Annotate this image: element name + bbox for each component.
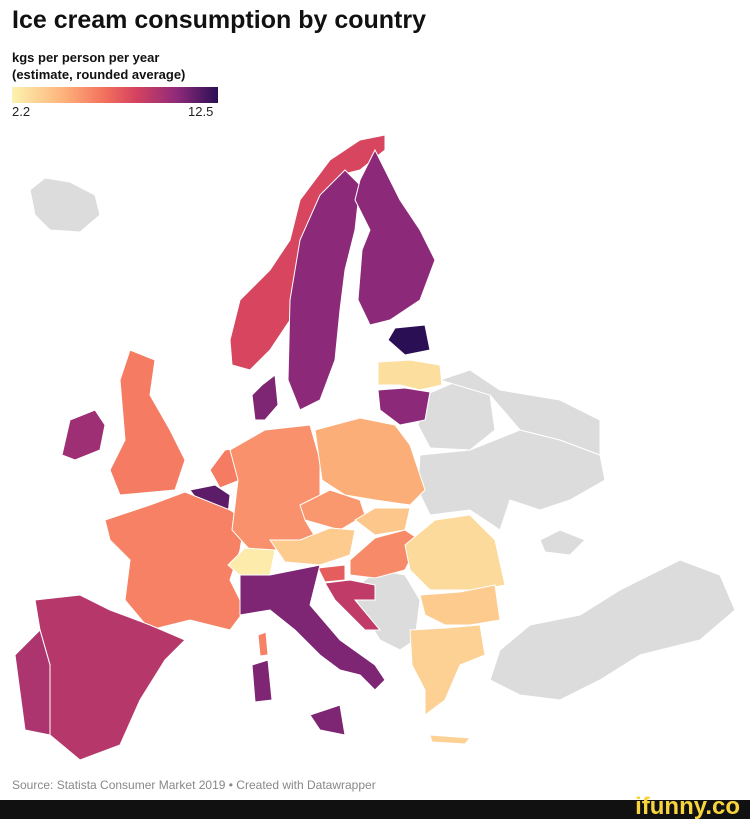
country [251,659,273,703]
map [14,134,736,761]
country [387,324,431,356]
country [419,584,501,626]
legend-gradient [12,87,218,103]
country [61,409,106,461]
subtitle: (estimate, rounded average) [12,67,186,82]
country [104,491,246,631]
country [287,169,361,411]
watermark: ifunny.co [635,793,740,819]
countries [14,134,506,761]
country [409,624,486,716]
country [404,514,506,591]
country [251,374,279,421]
subtitle: kgs per person per year [12,50,160,65]
watermark-bar [0,800,750,819]
country [429,734,472,745]
country [229,134,386,371]
country [257,631,269,657]
country [314,417,426,506]
country [354,507,411,536]
country [324,579,382,631]
country [269,527,356,566]
country [309,704,346,736]
country [109,349,186,496]
title: Ice cream consumption by country [12,6,426,34]
country [14,629,51,736]
legend-min: 2.2 [12,104,31,119]
country [377,359,443,391]
country [229,424,321,551]
country [377,387,431,426]
source: Source: Statista Consumer Market 2019 • … [12,778,376,792]
country [317,564,346,583]
country [239,564,386,691]
country [354,148,436,326]
legend-max: 12.5 [188,104,214,119]
